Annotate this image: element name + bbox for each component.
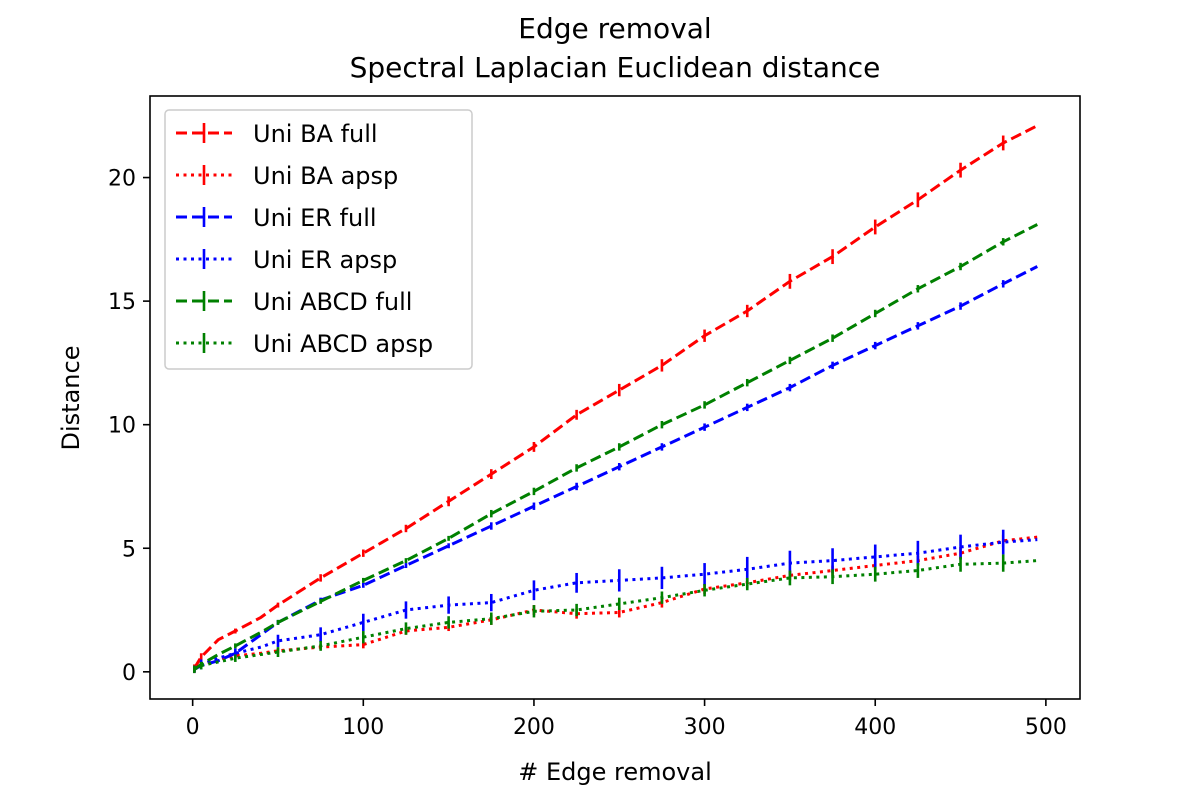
chart-subtitle: Spectral Laplacian Euclidean distance <box>350 51 881 84</box>
series-line <box>193 124 1038 669</box>
plot-frame <box>149 95 1081 700</box>
legend-label: Uni ABCD apsp <box>253 330 433 358</box>
x-tick-label: 0 <box>186 715 200 740</box>
x-tick-label: 500 <box>1025 715 1067 740</box>
legend-item: Uni ER apsp <box>176 246 397 274</box>
series-line <box>193 265 1038 671</box>
chart-title: Edge removal <box>518 12 711 45</box>
legend-item: Uni BA apsp <box>176 162 398 190</box>
legend-item: Uni BA full <box>176 120 378 148</box>
legend-label: Uni ER full <box>253 204 377 232</box>
y-axis: 0 5 10 15 20 <box>108 167 150 686</box>
legend-label: Uni BA full <box>253 120 378 148</box>
series-4 <box>193 529 1038 674</box>
legend-item: Uni ER full <box>176 204 377 232</box>
y-axis-label: Distance <box>57 346 85 451</box>
legend-label: Uni ABCD full <box>253 288 412 316</box>
legend: Uni BA full Uni BA apsp Uni ER full Uni ER … <box>164 109 473 370</box>
series-6 <box>193 554 1038 674</box>
y-tick-label: 20 <box>108 167 136 192</box>
legend-box <box>164 109 473 370</box>
legend-label: Uni BA apsp <box>253 162 398 190</box>
x-axis-label: # Edge removal <box>518 758 712 786</box>
x-tick-label: 100 <box>342 715 384 740</box>
series-line <box>193 535 1038 671</box>
plot-area <box>193 124 1038 674</box>
x-tick-label: 200 <box>513 715 555 740</box>
series-1 <box>193 124 1038 672</box>
legend-item: Uni ABCD apsp <box>176 330 433 358</box>
y-tick-label: 15 <box>108 290 136 315</box>
y-tick-label: 10 <box>108 414 136 439</box>
y-tick-label: 5 <box>122 537 136 562</box>
legend-item: Uni ABCD full <box>176 288 412 316</box>
legend-label: Uni ER apsp <box>253 246 397 274</box>
x-tick-label: 400 <box>854 715 896 740</box>
x-tick-label: 300 <box>684 715 726 740</box>
series-line <box>193 223 1038 671</box>
y-tick-label: 0 <box>122 661 136 686</box>
x-axis: 0 100 200 300 400 500 <box>186 699 1067 740</box>
